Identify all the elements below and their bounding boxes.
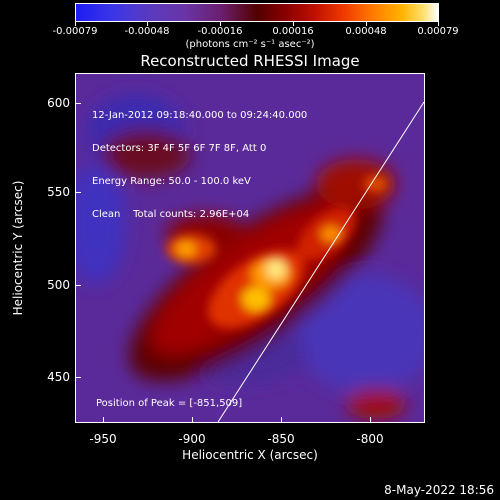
x-tick-label: -900 — [178, 432, 206, 446]
hessi-image — [76, 74, 424, 422]
image-title: Reconstructed RHESSI Image — [140, 52, 360, 70]
limb-line — [217, 101, 424, 422]
x-tick-mark — [192, 417, 193, 423]
x-tick-label: -800 — [356, 432, 384, 446]
y-tick-mark — [75, 285, 81, 286]
y-tick-label: 600 — [47, 96, 70, 110]
x-tick-mark — [281, 417, 282, 423]
colorbar-tick-label: -0.00016 — [197, 26, 243, 37]
colorbar-tick-label: 0.00016 — [272, 26, 314, 37]
x-tick-mark — [103, 417, 104, 423]
y-tick-mark — [75, 103, 81, 104]
y-tick-label: 450 — [47, 370, 70, 384]
plot-timestamp: 8-May-2022 18:56 — [384, 483, 494, 497]
bright-kernels — [166, 176, 388, 329]
colorbar-tick-mark — [147, 22, 148, 26]
x-tick-label: -850 — [267, 432, 295, 446]
colorbar-tick-label: -0.00079 — [52, 26, 98, 37]
colorbar-tick-mark — [438, 22, 439, 26]
colorbar — [75, 3, 439, 22]
clean-counts: Clean Total counts: 2.96E+04 — [92, 209, 250, 220]
energy-range: Energy Range: 50.0 - 100.0 keV — [92, 176, 251, 187]
y-tick-label: 500 — [47, 278, 70, 292]
colorbar-tick-label: 0.00079 — [417, 26, 459, 37]
colorbar-tick-mark — [366, 22, 367, 26]
colorbar-units-label: (photons cm⁻² s⁻¹ asec⁻²) — [185, 39, 315, 50]
x-axis-label: Heliocentric X (arcsec) — [182, 448, 318, 462]
hessi-image-plot — [75, 73, 425, 423]
colorbar-tick-label: -0.00048 — [124, 26, 170, 37]
colorbar-tick-label: 0.00048 — [345, 26, 387, 37]
peak-position: Position of Peak = [-851,509] — [96, 398, 243, 409]
x-tick-mark — [370, 417, 371, 423]
detectors: Detectors: 3F 4F 5F 6F 7F 8F, Att 0 — [92, 143, 267, 154]
y-tick-mark — [75, 192, 81, 193]
x-tick-label: -950 — [89, 432, 117, 446]
colorbar-tick-mark — [75, 22, 76, 26]
y-axis-label: Heliocentric Y (arcsec) — [11, 180, 25, 316]
colorbar-tick-mark — [220, 22, 221, 26]
colorbar-tick-mark — [293, 22, 294, 26]
y-tick-label: 550 — [47, 185, 70, 199]
time-range: 12-Jan-2012 09:18:40.000 to 09:24:40.000 — [92, 110, 308, 121]
observation-info: 12-Jan-2012 09:18:40.000 to 09:24:40.000… — [92, 88, 307, 231]
y-tick-mark — [75, 377, 81, 378]
